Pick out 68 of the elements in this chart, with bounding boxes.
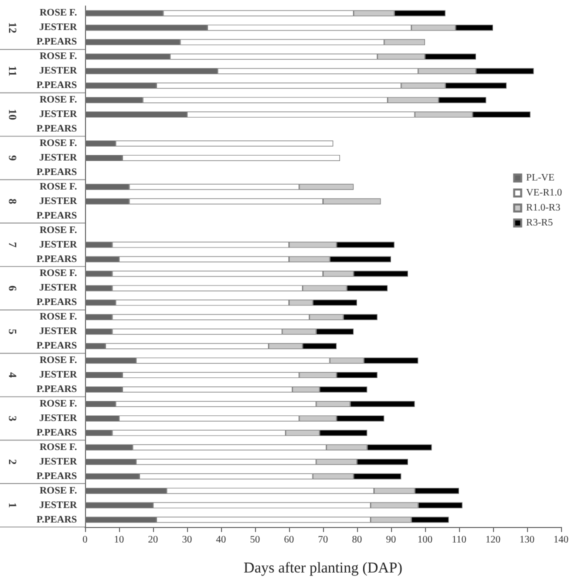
y-tick-label: JESTER [39, 456, 78, 468]
x-tick-label: 10 [114, 534, 124, 546]
x-tick-label: 140 [554, 534, 568, 546]
y-tick-label: P.PEARS [36, 254, 78, 265]
y-tick-label: P.PEARS [36, 340, 78, 352]
x-axis-title: Days after planting (DAP) [244, 560, 402, 576]
y-tick-label: P.PEARS [36, 80, 78, 92]
y-tick-label: JESTER [39, 152, 78, 164]
y-tick-label: ROSE F. [40, 268, 78, 280]
y-tick-label: JESTER [39, 282, 78, 294]
text: 9 [6, 155, 18, 162]
x-tick-label: 100 [418, 534, 432, 546]
text: 1 [6, 502, 18, 508]
y-tick-label: P.PEARS [36, 297, 78, 308]
text: 11 [6, 66, 18, 76]
text: 4 [6, 372, 18, 378]
x-tick-label: 70 [318, 534, 328, 546]
y-tick-label: ROSE F. [40, 181, 78, 192]
y-tick-label: P.PEARS [36, 384, 78, 396]
legend-label: R3-R5 [526, 218, 553, 228]
x-tick-label: 60 [284, 534, 294, 546]
y-tick-label: P.PEARS [36, 210, 78, 222]
y-tick-label: P.PEARS [36, 36, 78, 48]
y-tick-label: ROSE F. [40, 51, 78, 62]
y-tick-label: P.PEARS [36, 124, 78, 135]
legend-label: VE-R1.0 [526, 188, 562, 198]
y-tick-label: P.PEARS [36, 166, 78, 178]
y-tick-label: ROSE F. [40, 312, 78, 323]
y-tick-label: JESTER [39, 66, 78, 77]
text: 12 [6, 22, 18, 34]
y-tick-label: P.PEARS [36, 470, 78, 482]
y-tick-label: JESTER [39, 196, 78, 207]
x-tick-label: 90 [386, 534, 396, 546]
text: 10 [6, 109, 18, 121]
text: 3 [6, 416, 18, 422]
y-tick-label: JESTER [39, 370, 78, 381]
x-tick-label: 110 [452, 534, 466, 546]
x-tick-label: 50 [250, 534, 260, 546]
legend-label: PL-VE [526, 172, 555, 184]
y-tick-label: ROSE F. [40, 224, 78, 236]
text: 5 [6, 328, 18, 335]
y-tick-label: ROSE F. [40, 8, 78, 19]
text: 7 [6, 242, 18, 248]
y-tick-label: ROSE F. [40, 138, 78, 149]
text: 8 [6, 198, 18, 205]
y-tick-label: JESTER [39, 109, 78, 120]
x-tick-label: 40 [216, 534, 226, 546]
text: 2 [6, 459, 18, 466]
x-tick-label: 80 [352, 534, 362, 546]
y-tick-label: ROSE F. [40, 485, 78, 496]
y-tick-label: JESTER [39, 500, 78, 511]
legend-label: R1.0-R3 [526, 202, 560, 214]
y-tick-label: JESTER [39, 412, 78, 424]
x-tick-label: 130 [520, 534, 534, 546]
y-tick-label: JESTER [39, 326, 78, 338]
text: 6 [6, 285, 18, 292]
y-tick-label: P.PEARS [36, 427, 78, 438]
y-tick-label: ROSE F. [40, 355, 78, 366]
y-tick-label: JESTER [39, 22, 78, 34]
y-tick-label: JESTER [39, 239, 78, 250]
x-tick-label: 120 [486, 534, 500, 546]
y-tick-label: ROSE F. [40, 398, 78, 410]
y-tick-label: ROSE F. [40, 94, 78, 106]
x-tick-label: 30 [182, 534, 192, 546]
x-tick-label: 0 [82, 534, 88, 546]
x-tick-label: 20 [148, 534, 158, 546]
y-tick-label: ROSE F. [40, 442, 78, 453]
y-tick-label: P.PEARS [36, 514, 78, 526]
